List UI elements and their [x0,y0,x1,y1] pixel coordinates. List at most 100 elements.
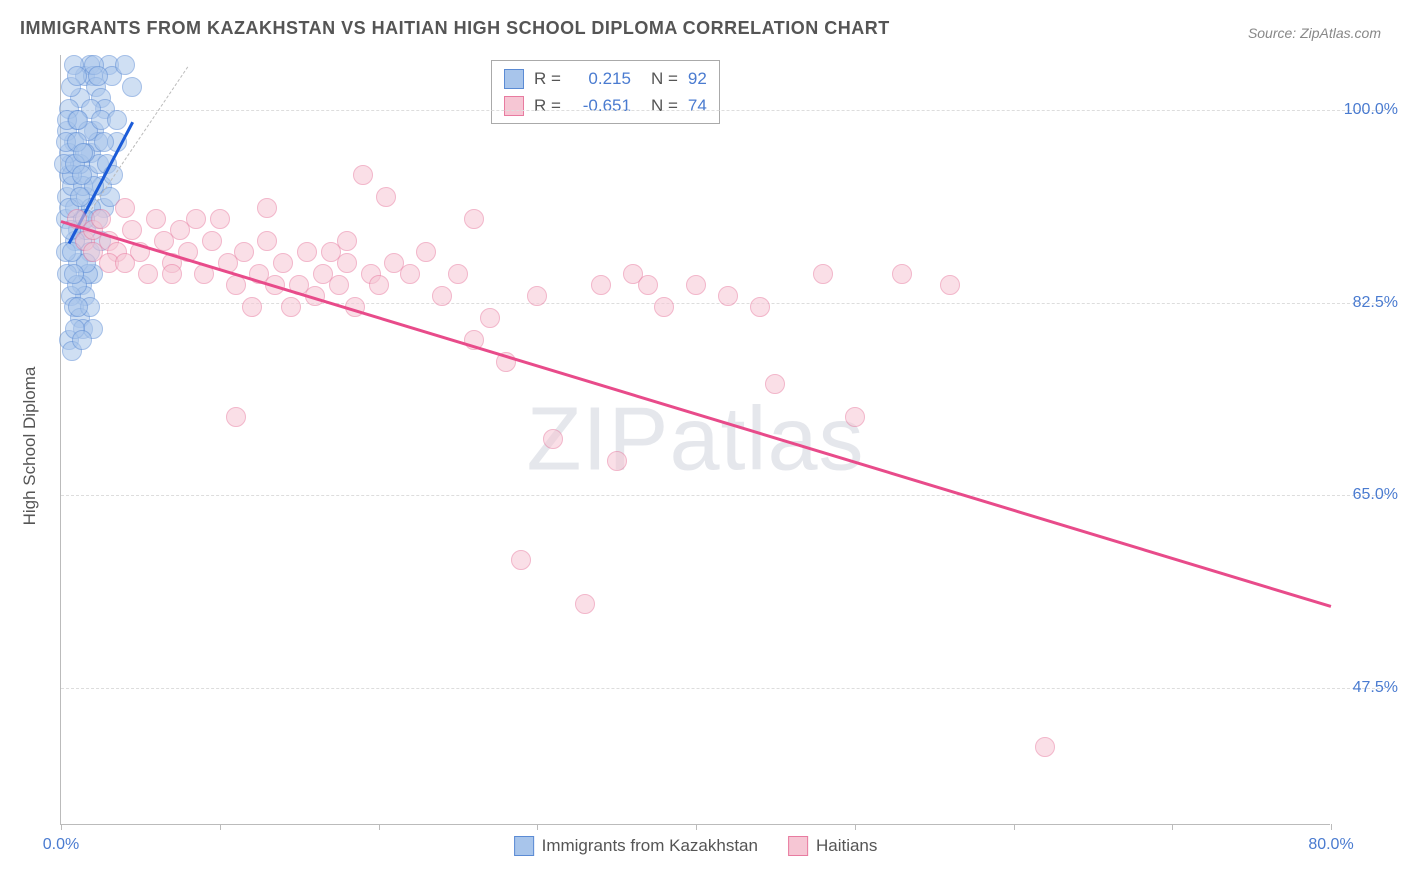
data-point [107,110,127,130]
data-point [115,198,135,218]
data-point [337,253,357,273]
data-point [202,231,222,251]
legend-swatch [514,836,534,856]
data-point [575,594,595,614]
legend-label: Immigrants from Kazakhstan [542,836,758,856]
stat-r-value: 0.215 [571,65,631,92]
data-point [765,374,785,394]
data-point [686,275,706,295]
xtick [1172,824,1173,830]
data-point [480,308,500,328]
data-point [527,286,547,306]
data-point [138,264,158,284]
ytick-label: 65.0% [1338,486,1398,504]
data-point [281,297,301,317]
data-point [186,209,206,229]
stat-n-label: N = [651,65,678,92]
xtick [1331,824,1332,830]
ytick-label: 100.0% [1338,101,1398,119]
stat-legend-row: R =-0.651N =74 [504,92,707,119]
xtick [61,824,62,830]
plot-area: ZIPatlas R =0.215N =92R =-0.651N =74 Imm… [60,55,1330,825]
legend-swatch [504,96,524,116]
data-point [1035,737,1055,757]
legend-label: Haitians [816,836,877,856]
data-point [273,253,293,273]
data-point [718,286,738,306]
xtick [220,824,221,830]
watermark: ZIPatlas [526,388,864,491]
y-axis-label: High School Diploma [20,367,40,526]
data-point [940,275,960,295]
data-point [369,275,389,295]
data-point [162,264,182,284]
stat-legend-row: R = 0.215 N = 92 [504,65,707,92]
xtick [1014,824,1015,830]
xtick [696,824,697,830]
data-point [750,297,770,317]
data-point [83,242,103,262]
data-point [72,165,92,185]
xtick [379,824,380,830]
data-point [67,66,87,86]
stat-n-label: N = [651,92,678,119]
legend-item: Haitians [788,836,877,856]
stat-r-value: -0.651 [571,92,631,119]
stat-legend: R = 0.215 N = 92R = -0.651 N = 74 [491,60,720,124]
data-point [813,264,833,284]
data-point [122,220,142,240]
source-label: Source: ZipAtlas.com [1248,25,1381,41]
xtick [855,824,856,830]
gridline [61,495,1390,496]
data-point [416,242,436,262]
data-point [892,264,912,284]
data-point [122,77,142,97]
data-point [73,143,93,163]
stat-n-value: 74 [688,92,707,119]
gridline [61,110,1390,111]
data-point [400,264,420,284]
data-point [845,407,865,427]
data-point [297,242,317,262]
data-point [146,209,166,229]
data-point [607,451,627,471]
data-point [115,253,135,273]
data-point [91,209,111,229]
data-point [72,330,92,350]
data-point [543,429,563,449]
data-point [432,286,452,306]
data-point [242,297,262,317]
data-point [591,275,611,295]
data-point [511,550,531,570]
data-point [257,231,277,251]
ytick-label: 47.5% [1338,679,1398,697]
data-point [329,275,349,295]
legend-item: Immigrants from Kazakhstan [514,836,758,856]
data-point [115,55,135,75]
data-point [376,187,396,207]
data-point [337,231,357,251]
legend-swatch [788,836,808,856]
data-point [353,165,373,185]
legend-swatch [504,69,524,89]
data-point [226,407,246,427]
stat-n-value: 92 [688,65,707,92]
bottom-legend: Immigrants from Kazakhstan Haitians [514,836,878,856]
data-point [210,209,230,229]
data-point [64,264,84,284]
xtick-label: 0.0% [43,836,79,854]
xtick-label: 80.0% [1308,836,1353,854]
data-point [68,297,88,317]
stat-r-label: R = [534,65,561,92]
data-point [638,275,658,295]
ytick-label: 82.5% [1338,294,1398,312]
chart-title: IMMIGRANTS FROM KAZAKHSTAN VS HAITIAN HI… [20,18,890,39]
gridline [61,688,1390,689]
data-point [88,66,108,86]
data-point [464,209,484,229]
data-point [234,242,254,262]
data-point [68,110,88,130]
xtick [537,824,538,830]
data-point [448,264,468,284]
data-point [257,198,277,218]
